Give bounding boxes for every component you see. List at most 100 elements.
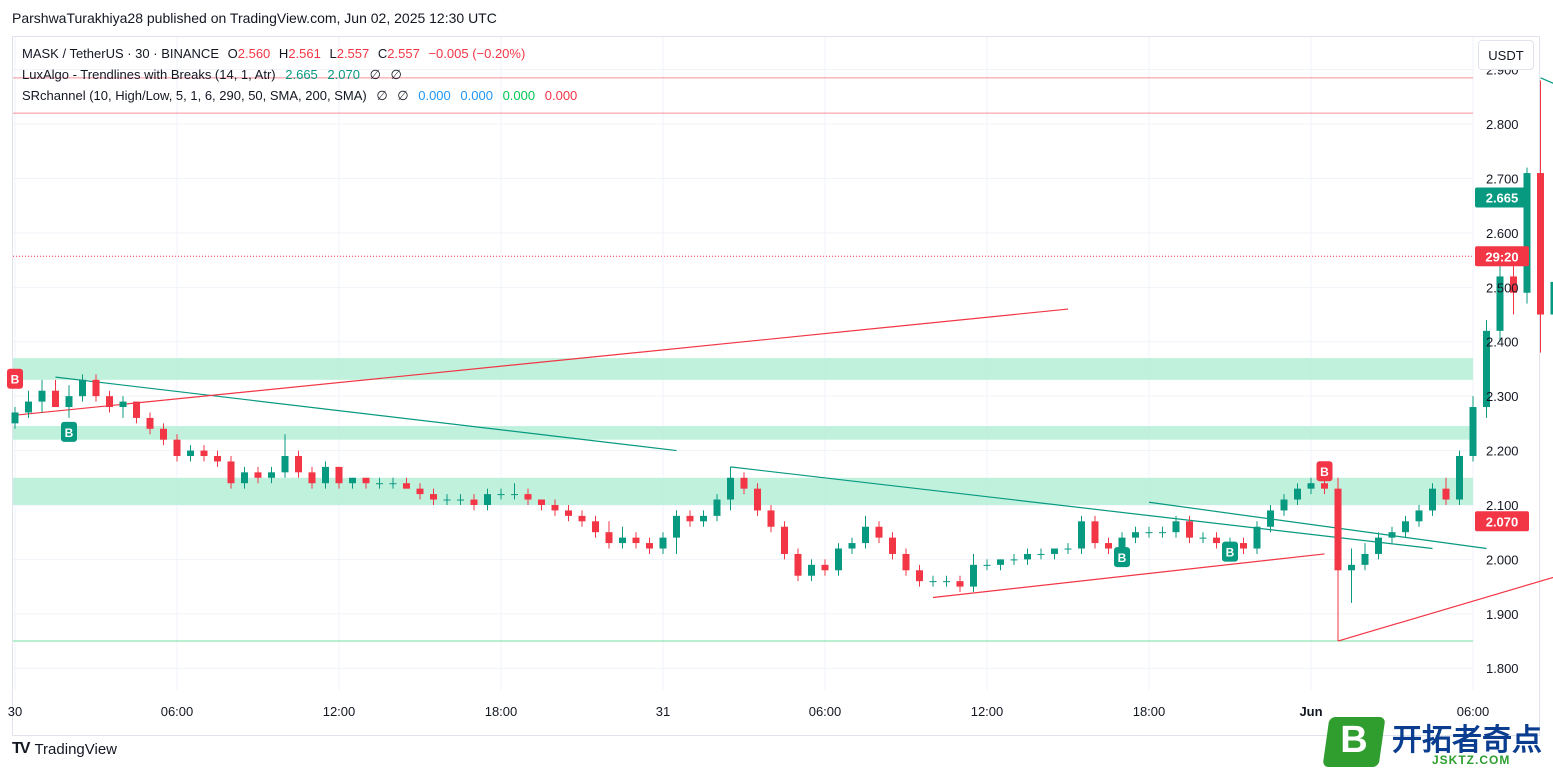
time-tick-label: 12:00	[323, 704, 356, 719]
candle	[592, 515, 599, 538]
candle-body	[1388, 532, 1396, 538]
candle	[983, 559, 991, 571]
candle	[1145, 526, 1153, 538]
indicator-value: ∅	[369, 67, 381, 82]
candle	[646, 537, 653, 554]
signal-badge	[7, 368, 23, 389]
candle-body	[1213, 537, 1220, 544]
tradingview-logo-icon: TV	[12, 740, 31, 757]
candle-body	[902, 553, 910, 571]
time-axis: 30 06:00 12:00 18:00 31 06:00 12:00 18:00 Jun 06:…	[8, 704, 1490, 719]
candle	[727, 466, 734, 511]
candle	[227, 456, 235, 489]
price-badge: 2.070	[1475, 511, 1529, 532]
candle	[484, 488, 491, 511]
candle-body	[1253, 526, 1261, 549]
price-badge-bg	[1475, 246, 1529, 267]
legend-indicator-srchannel[interactable]: SRchannel (10, High/Low, 5, 1, 6, 290, 5…	[22, 88, 577, 104]
candle	[254, 466, 262, 484]
signal-marker: B	[61, 421, 77, 442]
candle-body	[848, 543, 856, 549]
candle	[565, 504, 572, 522]
candle-body	[1280, 499, 1288, 511]
legend-close: 2.557	[387, 46, 420, 61]
candle	[79, 374, 86, 402]
candle	[1361, 543, 1369, 571]
candle	[1280, 494, 1288, 516]
candle-body	[362, 477, 370, 484]
candle	[713, 494, 721, 522]
candle	[268, 466, 275, 484]
tradingview-logo[interactable]: TV TradingView	[12, 740, 117, 758]
candle	[295, 450, 302, 478]
candle	[1091, 515, 1099, 549]
candle-body	[1132, 532, 1139, 538]
candle-body	[956, 581, 964, 587]
candle	[605, 521, 613, 549]
indicator-name: SRchannel (10, High/Low, 5, 1, 6, 290, 5…	[22, 88, 367, 103]
candle	[281, 434, 289, 478]
candle-body	[403, 483, 410, 489]
time-tick-label: 18:00	[485, 704, 518, 719]
indicator-value: 2.070	[327, 67, 360, 82]
signal-marker: B	[1114, 547, 1130, 568]
candle-body	[1429, 488, 1436, 511]
legend-symbol-row: MASK / TetherUS · 30 · BINANCE O2.560 H2…	[22, 46, 525, 61]
indicator-value: ∅	[390, 67, 402, 82]
legend-indicator-luxalgo[interactable]: LuxAlgo - Trendlines with Breaks (14, 1,…	[22, 67, 402, 83]
candle-body	[1199, 537, 1207, 539]
indicator-value: ∅	[376, 88, 388, 103]
trendline	[55, 376, 677, 452]
currency-unit-button[interactable]: USDT	[1478, 40, 1534, 70]
candle-body	[673, 515, 680, 538]
legend-low-label: L	[329, 46, 337, 61]
candle	[1240, 537, 1247, 554]
candle	[862, 515, 869, 549]
indicator-name: LuxAlgo - Trendlines with Breaks (14, 1,…	[22, 67, 276, 82]
price-badge-bg	[1475, 511, 1529, 532]
candle	[1051, 548, 1058, 560]
candle	[673, 510, 680, 554]
price-tick-label: 2.000	[1486, 552, 1519, 567]
time-tick-label: 06:00	[161, 704, 194, 719]
candle	[38, 379, 46, 413]
candle-body	[254, 472, 262, 478]
candle	[1199, 532, 1207, 544]
candle	[1186, 515, 1193, 544]
signal-label: B	[1320, 465, 1329, 479]
candle-body	[1078, 521, 1085, 549]
candle-body	[92, 379, 100, 397]
candle	[956, 575, 964, 593]
candle	[1307, 477, 1315, 495]
candle-body	[538, 499, 545, 505]
signal-badge	[1114, 547, 1130, 568]
candle	[322, 461, 329, 489]
candle	[362, 477, 370, 489]
price-tick-label: 2.600	[1486, 226, 1519, 241]
signal-label: B	[1226, 546, 1235, 560]
watermark-title: 开拓者奇点	[1392, 723, 1542, 758]
candle	[1105, 537, 1112, 554]
candle-body	[1456, 456, 1463, 500]
price-badge-label: 2.070	[1486, 514, 1519, 529]
candle-body	[821, 564, 829, 571]
candle-body	[916, 570, 923, 582]
candle-body	[1523, 173, 1531, 293]
candle-body	[1024, 553, 1031, 560]
signal-marker: B	[7, 368, 23, 389]
candle	[1253, 521, 1261, 554]
candle	[781, 521, 788, 560]
indicator-value: 0.000	[502, 88, 536, 103]
candle-body	[727, 477, 734, 500]
candle	[65, 385, 73, 418]
candle-body	[1064, 548, 1072, 550]
candle	[389, 477, 397, 489]
candle-body	[376, 483, 383, 485]
candle-body	[1334, 488, 1342, 571]
candle-body	[889, 537, 896, 554]
candle	[1132, 526, 1139, 544]
candle-body	[713, 499, 721, 516]
signal-label: B	[65, 426, 74, 440]
candle-body	[160, 428, 167, 440]
